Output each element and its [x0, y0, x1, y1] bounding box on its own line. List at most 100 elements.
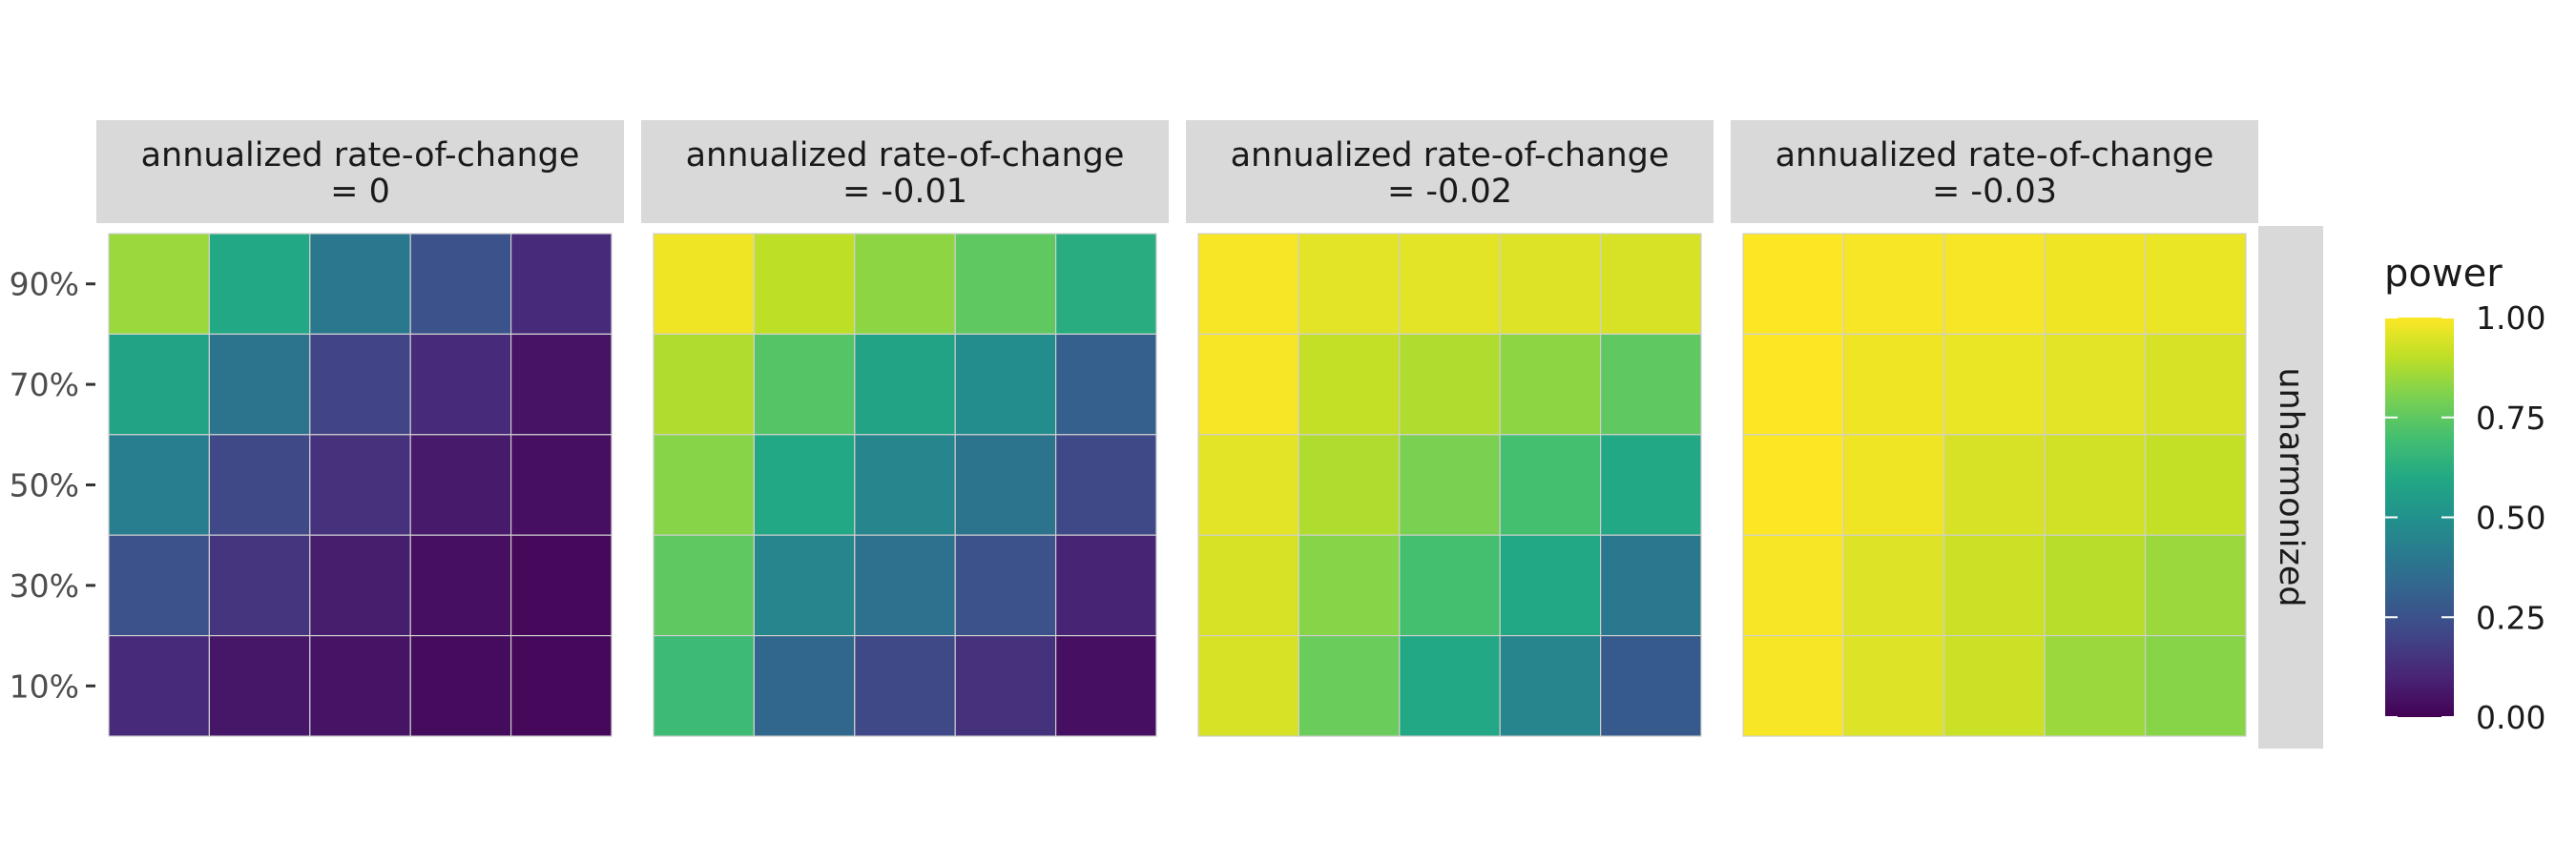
heatmap-cell — [1742, 534, 1845, 637]
facet-title-line: = 0 — [330, 173, 390, 211]
facet-strip — [1186, 120, 1714, 223]
heatmap-cell — [1399, 534, 1501, 637]
heatmap-cell — [2044, 634, 2147, 737]
facet-title-line: = -0.01 — [842, 173, 967, 211]
heatmap-cell — [509, 434, 613, 536]
heatmap-cell — [2044, 434, 2147, 536]
y-tick-label: 10% — [10, 668, 79, 705]
heatmap-cell — [409, 634, 512, 737]
heatmap-cell — [1499, 233, 1602, 336]
heatmap-cell — [1943, 233, 2046, 336]
heatmap-cell — [854, 534, 956, 637]
heatmap-cell — [1742, 233, 1845, 336]
heatmap-cell — [1399, 434, 1501, 536]
heatmap-cell — [1054, 434, 1157, 536]
legend-tick-label: 0.25 — [2476, 599, 2545, 636]
heatmap-cell — [309, 534, 411, 637]
heatmap-cell — [1298, 434, 1401, 536]
heatmap-cell — [208, 233, 311, 336]
heatmap-cell — [1599, 333, 1702, 436]
facet-panel: annualized rate-of-change= 0 — [96, 120, 624, 737]
heatmap-cell — [653, 233, 756, 336]
heatmap-cell — [1399, 233, 1501, 336]
heatmap-cell — [854, 333, 956, 436]
heatmap-cell — [1298, 333, 1401, 436]
facet-strip — [641, 120, 1169, 223]
facet-panel: annualized rate-of-change= -0.02 — [1186, 120, 1714, 737]
heatmap-cell — [108, 534, 211, 637]
heatmap-cell — [2145, 233, 2247, 336]
facet-strip — [1731, 120, 2258, 223]
heatmap-cell — [309, 634, 411, 737]
heatmap-cell — [1197, 634, 1300, 737]
legend-tick-label: 0.50 — [2476, 500, 2545, 537]
heatmap-cell — [108, 634, 211, 737]
heatmap-cell — [1197, 434, 1300, 536]
heatmap-cell — [753, 434, 856, 536]
heatmap-cell — [509, 233, 613, 336]
heatmap-cell — [2044, 534, 2147, 637]
heatmap-cell — [108, 333, 211, 436]
heatmap-cell — [1298, 233, 1401, 336]
heatmap-cell — [1197, 233, 1300, 336]
heatmap-cell — [1943, 634, 2046, 737]
heatmap-cell — [208, 333, 311, 436]
row-strip — [2258, 226, 2323, 749]
heatmap-cell — [1943, 434, 2046, 536]
heatmap-cell — [753, 534, 856, 637]
heatmap-cell — [954, 434, 1057, 536]
heatmap-cell — [1499, 534, 1602, 637]
heatmap-cell — [954, 634, 1057, 737]
facet-title-line: = -0.03 — [1932, 173, 2057, 211]
heatmap-cell — [309, 333, 411, 436]
heatmap-cell — [2145, 434, 2247, 536]
heatmap-cell — [1842, 634, 1945, 737]
heatmap-cell — [1842, 233, 1945, 336]
heatmap-cell — [208, 534, 311, 637]
heatmap-cell — [1054, 333, 1157, 436]
facet-strip — [96, 120, 624, 223]
y-tick-label: 70% — [10, 366, 79, 403]
facet-title-line: annualized rate-of-change — [1231, 136, 1670, 175]
heatmap-cell — [954, 534, 1057, 637]
heatmap-cell — [409, 534, 512, 637]
heatmap-cell — [753, 634, 856, 737]
heatmap-cell — [653, 634, 756, 737]
heatmap-cell — [208, 634, 311, 737]
heatmap-cell — [1943, 333, 2046, 436]
y-tick-label: 50% — [10, 467, 79, 504]
heatmap-cell — [509, 534, 613, 637]
heatmap-cell — [108, 233, 211, 336]
facet-title-line: annualized rate-of-change — [141, 136, 580, 175]
heatmap-cell — [509, 634, 613, 737]
legend-tick-label: 0.75 — [2476, 400, 2545, 437]
heatmap-cell — [208, 434, 311, 536]
heatmap-cell — [854, 634, 956, 737]
heatmap-cell — [1399, 634, 1501, 737]
facet-title-line: annualized rate-of-change — [686, 136, 1125, 175]
heatmap-cell — [409, 333, 512, 436]
legend-title: power — [2384, 252, 2503, 296]
heatmap-cell — [1599, 634, 1702, 737]
heatmap-cell — [1399, 333, 1501, 436]
facet-title-line: = -0.02 — [1387, 173, 1512, 211]
facet-title-line: annualized rate-of-change — [1776, 136, 2214, 175]
facet-panel: annualized rate-of-change= -0.03 — [1731, 120, 2258, 737]
heatmap-cell — [653, 333, 756, 436]
heatmap-cell — [1197, 333, 1300, 436]
heatmap-cell — [1842, 333, 1945, 436]
heatmap-cell — [1054, 233, 1157, 336]
heatmap-cell — [2145, 634, 2247, 737]
heatmap-cell — [1943, 534, 2046, 637]
row-strip-label: unharmonized — [2272, 367, 2310, 606]
heatmap-cell — [1842, 434, 1945, 536]
heatmap-cell — [854, 233, 956, 336]
heatmap-cell — [309, 434, 411, 536]
heatmap-cell — [2044, 333, 2147, 436]
heatmap-cell — [854, 434, 956, 536]
heatmap-cell — [1298, 634, 1401, 737]
heatmap-cell — [1599, 534, 1702, 637]
heatmap-cell — [1842, 534, 1945, 637]
heatmap-cell — [753, 233, 856, 336]
heatmap-cell — [954, 233, 1057, 336]
